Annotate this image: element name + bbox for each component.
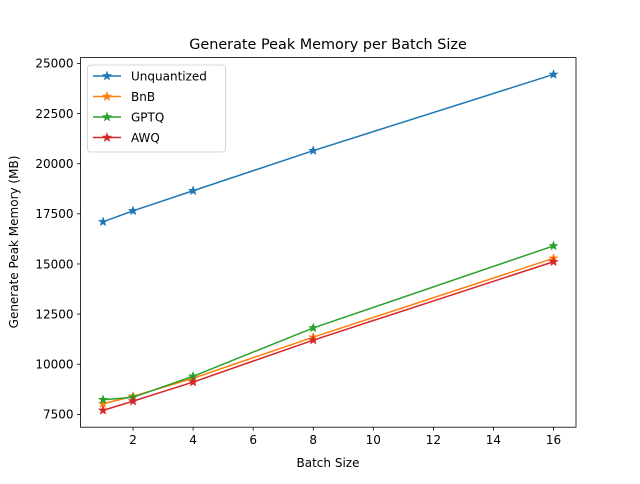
legend-label: GPTQ — [131, 110, 164, 124]
data-point-gptq — [548, 240, 559, 251]
x-tick-label: 4 — [189, 433, 197, 447]
data-point-gptq — [308, 322, 319, 333]
legend-marker — [101, 111, 113, 122]
legend-marker — [101, 91, 113, 101]
legend-marker — [101, 70, 113, 81]
x-tick-label: 10 — [366, 433, 381, 447]
data-point-unquantized — [308, 145, 319, 155]
legend-label: BnB — [131, 90, 155, 104]
data-point-awq — [308, 334, 319, 345]
x-tick-label: 12 — [426, 433, 441, 447]
data-point-unquantized — [97, 216, 109, 227]
data-point-awq — [188, 376, 199, 387]
legend-label: Unquantized — [131, 69, 207, 83]
series-line-bnb — [102, 257, 554, 405]
chart-title: Generate Peak Memory per Batch Size — [189, 37, 467, 53]
x-tick-label: 8 — [309, 433, 317, 447]
series-line-gptq — [102, 245, 554, 401]
plot-area-frame — [80, 57, 577, 428]
legend-frame — [87, 64, 226, 153]
series-line-awq — [102, 261, 554, 412]
legend-label: AWQ — [131, 131, 160, 145]
y-tick-label: 20000 — [35, 157, 73, 171]
y-tick-label: 17500 — [35, 207, 73, 221]
x-tick-label: 14 — [486, 433, 501, 447]
y-tick-label: 25000 — [35, 57, 73, 71]
data-point-unquantized — [548, 69, 559, 79]
legend: Unquantized BnB GPTQ AWQ — [87, 64, 226, 153]
data-point-awq — [548, 256, 559, 267]
data-point-awq — [97, 404, 109, 415]
x-tick-label: 6 — [249, 433, 257, 447]
data-point-awq — [127, 395, 139, 406]
data-point-unquantized — [188, 185, 199, 196]
data-point-unquantized — [127, 205, 139, 216]
legend-marker — [101, 132, 113, 142]
y-tick-label: 7500 — [43, 408, 74, 422]
x-tick-label: 2 — [129, 433, 137, 447]
y-tick-label: 22500 — [35, 107, 73, 121]
data-point-gptq — [97, 394, 109, 405]
x-axis-label: Batch Size — [297, 456, 360, 470]
y-axis-label: Generate Peak Memory (MB) — [7, 156, 21, 329]
y-tick-label: 12500 — [35, 307, 73, 321]
y-tick-label: 10000 — [35, 358, 73, 372]
x-tick-label: 16 — [546, 433, 561, 447]
y-tick-label: 15000 — [35, 257, 73, 271]
